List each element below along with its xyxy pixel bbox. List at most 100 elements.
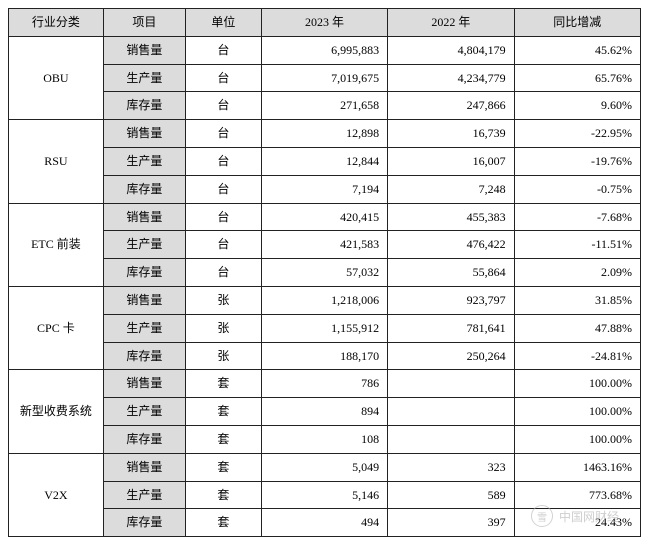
table-row: OBU销售量台6,995,8834,804,17945.62%	[9, 36, 641, 64]
category-cell: CPC 卡	[9, 286, 104, 369]
project-cell: 销售量	[103, 370, 185, 398]
value-2022-cell: 16,007	[388, 147, 514, 175]
project-cell: 库存量	[103, 509, 185, 537]
value-2022-cell: 397	[388, 509, 514, 537]
unit-cell: 套	[185, 370, 261, 398]
table-row: RSU销售量台12,89816,739-22.95%	[9, 120, 641, 148]
diff-cell: -19.76%	[514, 147, 640, 175]
category-cell: OBU	[9, 36, 104, 119]
value-2022-cell: 455,383	[388, 203, 514, 231]
value-2023-cell: 188,170	[261, 342, 387, 370]
value-2023-cell: 420,415	[261, 203, 387, 231]
project-cell: 销售量	[103, 36, 185, 64]
diff-cell: 45.62%	[514, 36, 640, 64]
value-2022-cell: 923,797	[388, 286, 514, 314]
project-cell: 库存量	[103, 425, 185, 453]
diff-cell: 2.09%	[514, 259, 640, 287]
unit-cell: 张	[185, 314, 261, 342]
project-cell: 生产量	[103, 64, 185, 92]
table-row: 库存量台271,658247,8669.60%	[9, 92, 641, 120]
unit-cell: 台	[185, 92, 261, 120]
project-cell: 生产量	[103, 314, 185, 342]
unit-cell: 套	[185, 481, 261, 509]
table-row: 库存量套108100.00%	[9, 425, 641, 453]
project-cell: 生产量	[103, 398, 185, 426]
value-2022-cell: 247,866	[388, 92, 514, 120]
unit-cell: 台	[185, 175, 261, 203]
value-2022-cell	[388, 425, 514, 453]
diff-cell: 100.00%	[514, 425, 640, 453]
project-cell: 库存量	[103, 175, 185, 203]
header-project: 项目	[103, 9, 185, 37]
unit-cell: 台	[185, 120, 261, 148]
project-cell: 生产量	[103, 147, 185, 175]
table-row: 生产量台12,84416,007-19.76%	[9, 147, 641, 175]
project-cell: 库存量	[103, 92, 185, 120]
value-2022-cell: 589	[388, 481, 514, 509]
diff-cell: 1463.16%	[514, 453, 640, 481]
value-2023-cell: 494	[261, 509, 387, 537]
project-cell: 库存量	[103, 342, 185, 370]
value-2023-cell: 786	[261, 370, 387, 398]
value-2022-cell: 16,739	[388, 120, 514, 148]
table-row: 库存量台7,1947,248-0.75%	[9, 175, 641, 203]
unit-cell: 台	[185, 203, 261, 231]
table-row: 生产量张1,155,912781,64147.88%	[9, 314, 641, 342]
unit-cell: 套	[185, 509, 261, 537]
category-cell: 新型收费系统	[9, 370, 104, 453]
category-cell: RSU	[9, 120, 104, 203]
diff-cell: 100.00%	[514, 370, 640, 398]
header-category: 行业分类	[9, 9, 104, 37]
diff-cell: -22.95%	[514, 120, 640, 148]
value-2022-cell: 476,422	[388, 231, 514, 259]
table-row: 生产量套5,146589773.68%	[9, 481, 641, 509]
value-2022-cell	[388, 398, 514, 426]
value-2022-cell: 250,264	[388, 342, 514, 370]
value-2022-cell: 4,804,179	[388, 36, 514, 64]
value-2023-cell: 6,995,883	[261, 36, 387, 64]
unit-cell: 套	[185, 398, 261, 426]
value-2022-cell: 323	[388, 453, 514, 481]
table-row: 库存量套49439724.43%	[9, 509, 641, 537]
value-2023-cell: 1,155,912	[261, 314, 387, 342]
data-table: 行业分类 项目 单位 2023 年 2022 年 同比增减 OBU销售量台6,9…	[8, 8, 641, 537]
diff-cell: -11.51%	[514, 231, 640, 259]
unit-cell: 张	[185, 342, 261, 370]
diff-cell: 100.00%	[514, 398, 640, 426]
project-cell: 生产量	[103, 231, 185, 259]
value-2023-cell: 5,049	[261, 453, 387, 481]
project-cell: 生产量	[103, 481, 185, 509]
unit-cell: 台	[185, 147, 261, 175]
table-row: ETC 前装销售量台420,415455,383-7.68%	[9, 203, 641, 231]
unit-cell: 张	[185, 286, 261, 314]
table-row: V2X销售量套5,0493231463.16%	[9, 453, 641, 481]
project-cell: 销售量	[103, 453, 185, 481]
value-2023-cell: 421,583	[261, 231, 387, 259]
project-cell: 销售量	[103, 203, 185, 231]
value-2022-cell: 781,641	[388, 314, 514, 342]
value-2023-cell: 7,019,675	[261, 64, 387, 92]
project-cell: 库存量	[103, 259, 185, 287]
value-2023-cell: 7,194	[261, 175, 387, 203]
header-row: 行业分类 项目 单位 2023 年 2022 年 同比增减	[9, 9, 641, 37]
value-2022-cell: 4,234,779	[388, 64, 514, 92]
unit-cell: 台	[185, 64, 261, 92]
diff-cell: -24.81%	[514, 342, 640, 370]
diff-cell: 9.60%	[514, 92, 640, 120]
diff-cell: 31.85%	[514, 286, 640, 314]
unit-cell: 套	[185, 453, 261, 481]
table-row: 库存量张188,170250,264-24.81%	[9, 342, 641, 370]
table-row: 生产量套894 100.00%	[9, 398, 641, 426]
unit-cell: 套	[185, 425, 261, 453]
table-row: 库存量台57,03255,8642.09%	[9, 259, 641, 287]
table-row: CPC 卡销售量张1,218,006923,79731.85%	[9, 286, 641, 314]
diff-cell: 773.68%	[514, 481, 640, 509]
diff-cell: 47.88%	[514, 314, 640, 342]
unit-cell: 台	[185, 231, 261, 259]
category-cell: V2X	[9, 453, 104, 536]
diff-cell: -7.68%	[514, 203, 640, 231]
value-2023-cell: 894	[261, 398, 387, 426]
value-2023-cell: 271,658	[261, 92, 387, 120]
value-2023-cell: 57,032	[261, 259, 387, 287]
value-2023-cell: 12,898	[261, 120, 387, 148]
